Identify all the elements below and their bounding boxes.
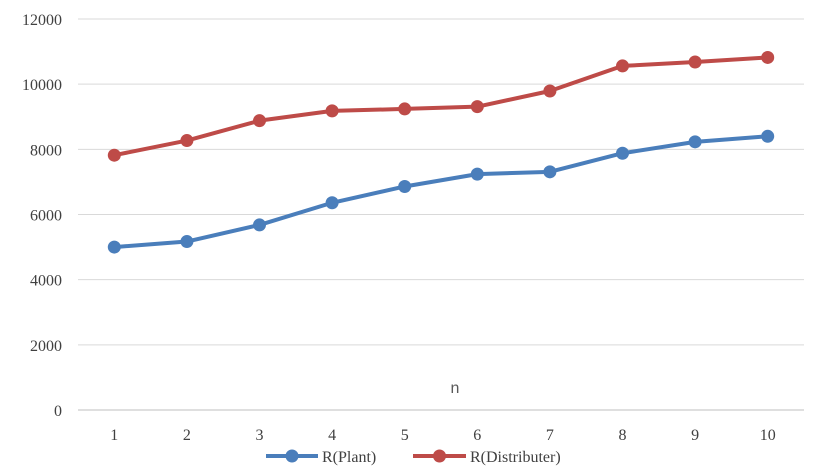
x-tick-label: 5: [401, 427, 409, 444]
legend-marker: [285, 449, 299, 463]
x-tick-label: 10: [760, 427, 776, 444]
y-tick-label: 8000: [30, 142, 62, 159]
data-point: [180, 235, 194, 249]
x-tick-label: 4: [328, 427, 336, 444]
y-tick-label: 4000: [30, 273, 62, 290]
series-line: [114, 134, 768, 250]
legend: R(Plant) R(Distributer): [266, 449, 561, 466]
data-point: [180, 134, 194, 148]
data-point: [688, 55, 702, 69]
x-axis-tick-labels: 1 2 3 4 5 6 7 8 9 10: [110, 427, 775, 444]
legend-entry: R(Plant): [266, 449, 376, 466]
data-point: [470, 167, 484, 181]
legend-label: R(Plant): [322, 449, 376, 466]
x-tick-label: 8: [619, 427, 627, 444]
y-tick-label: 6000: [30, 208, 62, 225]
series-R(Distributer): [107, 50, 775, 162]
data-point: [253, 218, 266, 232]
data-point: [543, 84, 557, 98]
legend-marker: [433, 449, 446, 463]
series-R(Plant): [107, 129, 775, 254]
x-tick-label: 7: [546, 427, 554, 444]
data-point: [616, 59, 629, 73]
data-point: [398, 179, 412, 193]
series-line: [113, 55, 768, 158]
data-point: [616, 146, 629, 160]
y-axis-tick-labels: 0 2000 4000 6000 8000 10000 12000: [22, 12, 62, 420]
legend-entry: R(Distributer): [413, 449, 561, 466]
data-point: [253, 114, 266, 128]
x-tick-label: 1: [110, 427, 118, 444]
data-point: [688, 135, 702, 149]
x-tick-label: 2: [183, 427, 191, 444]
x-axis-label: n: [451, 380, 460, 397]
data-point: [761, 50, 775, 64]
y-tick-label: 12000: [22, 12, 62, 29]
data-point: [543, 165, 557, 179]
data-point: [107, 240, 121, 254]
gridlines: [78, 18, 804, 411]
data-point: [325, 104, 339, 118]
legend-label: R(Distributer): [470, 449, 561, 466]
data-point: [470, 100, 484, 114]
data-point: [761, 129, 775, 143]
y-tick-label: 0: [54, 403, 62, 420]
y-tick-label: 10000: [22, 77, 62, 94]
x-tick-label: 6: [473, 427, 481, 444]
y-tick-label: 2000: [30, 338, 62, 355]
series-lines: [107, 50, 775, 254]
data-point: [325, 196, 339, 210]
data-point: [398, 102, 412, 116]
data-point: [107, 148, 121, 162]
x-tick-label: 3: [256, 427, 264, 444]
x-tick-label: 9: [691, 427, 699, 444]
